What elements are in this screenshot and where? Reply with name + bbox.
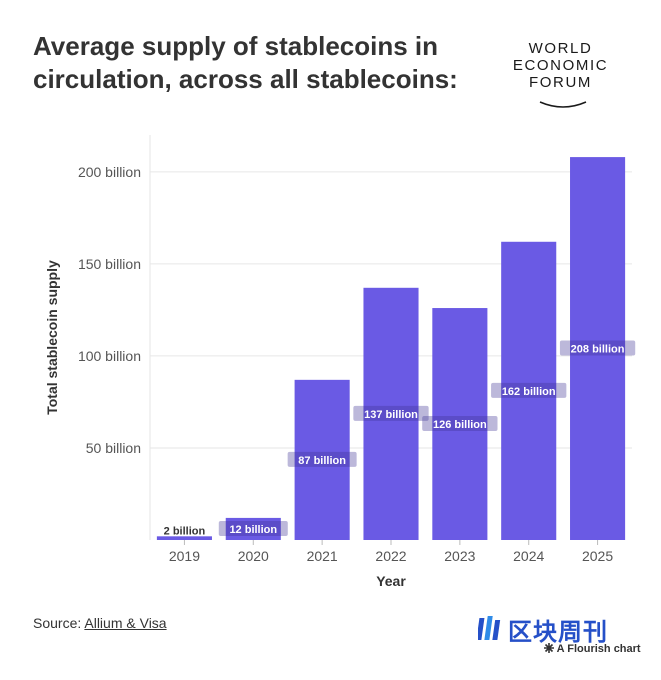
y-tick-label: 50 billion bbox=[86, 440, 141, 456]
bar bbox=[501, 241, 557, 540]
bar bbox=[156, 536, 212, 540]
wef-logo: WORLD ECONOMIC FORUM bbox=[498, 40, 623, 108]
y-axis-label: Total stablecoin supply bbox=[44, 260, 60, 415]
flourish-credit-text: A Flourish chart bbox=[556, 643, 641, 655]
flourish-star-icon bbox=[544, 643, 554, 653]
bar-chart: 50 billion 100 billion 150 billion 200 bill… bbox=[44, 135, 636, 589]
x-tick-label: 2021 bbox=[307, 548, 338, 564]
bar bbox=[570, 157, 626, 540]
x-tick-label: 2025 bbox=[582, 548, 613, 564]
x-axis: 2019 2020 2021 2022 2023 2024 2025 bbox=[169, 540, 613, 564]
logo-line-1: WORLD bbox=[528, 40, 593, 57]
data-label-bg bbox=[559, 340, 636, 356]
x-tick-label: 2019 bbox=[169, 548, 200, 564]
logo-line-3: FORUM bbox=[529, 74, 592, 91]
watermark-text: 区块周刊 bbox=[508, 618, 608, 646]
data-label-bg bbox=[287, 451, 357, 467]
flourish-credit[interactable]: A Flourish chart bbox=[544, 643, 641, 655]
data-label-bg bbox=[218, 520, 288, 536]
data-label: 87 billion bbox=[298, 455, 346, 467]
data-label: 137 billion bbox=[364, 409, 418, 421]
data-label: 208 billion bbox=[571, 344, 625, 356]
bar bbox=[363, 287, 419, 540]
data-label: 126 billion bbox=[433, 419, 487, 431]
data-label-bg bbox=[422, 416, 498, 432]
logo-arc-icon bbox=[539, 101, 587, 108]
bar bbox=[225, 517, 281, 540]
logo-line-2: ECONOMIC bbox=[512, 57, 609, 74]
bar bbox=[294, 379, 350, 540]
y-tick-label: 100 billion bbox=[78, 348, 141, 364]
watermark-logo-icon bbox=[478, 616, 501, 640]
bars: 2 billion 12 billion 87 billion 137 billion… bbox=[156, 157, 636, 540]
y-tick-label: 200 billion bbox=[78, 164, 141, 180]
source-label: Source: bbox=[33, 615, 82, 631]
x-tick-label: 2020 bbox=[238, 548, 269, 564]
x-tick-label: 2023 bbox=[444, 548, 475, 564]
data-label-bg bbox=[491, 382, 567, 398]
x-tick-label: 2022 bbox=[375, 548, 406, 564]
y-axis: 50 billion 100 billion 150 billion 200 bill… bbox=[78, 164, 141, 456]
bar bbox=[432, 308, 488, 540]
source-link[interactable]: Allium & Visa bbox=[84, 615, 167, 631]
data-label-bg bbox=[353, 405, 429, 421]
y-tick-label: 150 billion bbox=[78, 256, 141, 272]
source-note: Source: Allium & Visa bbox=[33, 615, 167, 631]
watermark: 区块周刊 bbox=[478, 612, 648, 648]
data-label: 12 billion bbox=[229, 524, 277, 536]
x-tick-label: 2024 bbox=[513, 548, 544, 564]
chart-title: Average supply of stablecoins in circula… bbox=[33, 31, 458, 94]
data-label: 2 billion bbox=[164, 525, 206, 537]
x-axis-label: Year bbox=[376, 573, 406, 589]
data-label: 162 billion bbox=[502, 386, 556, 398]
